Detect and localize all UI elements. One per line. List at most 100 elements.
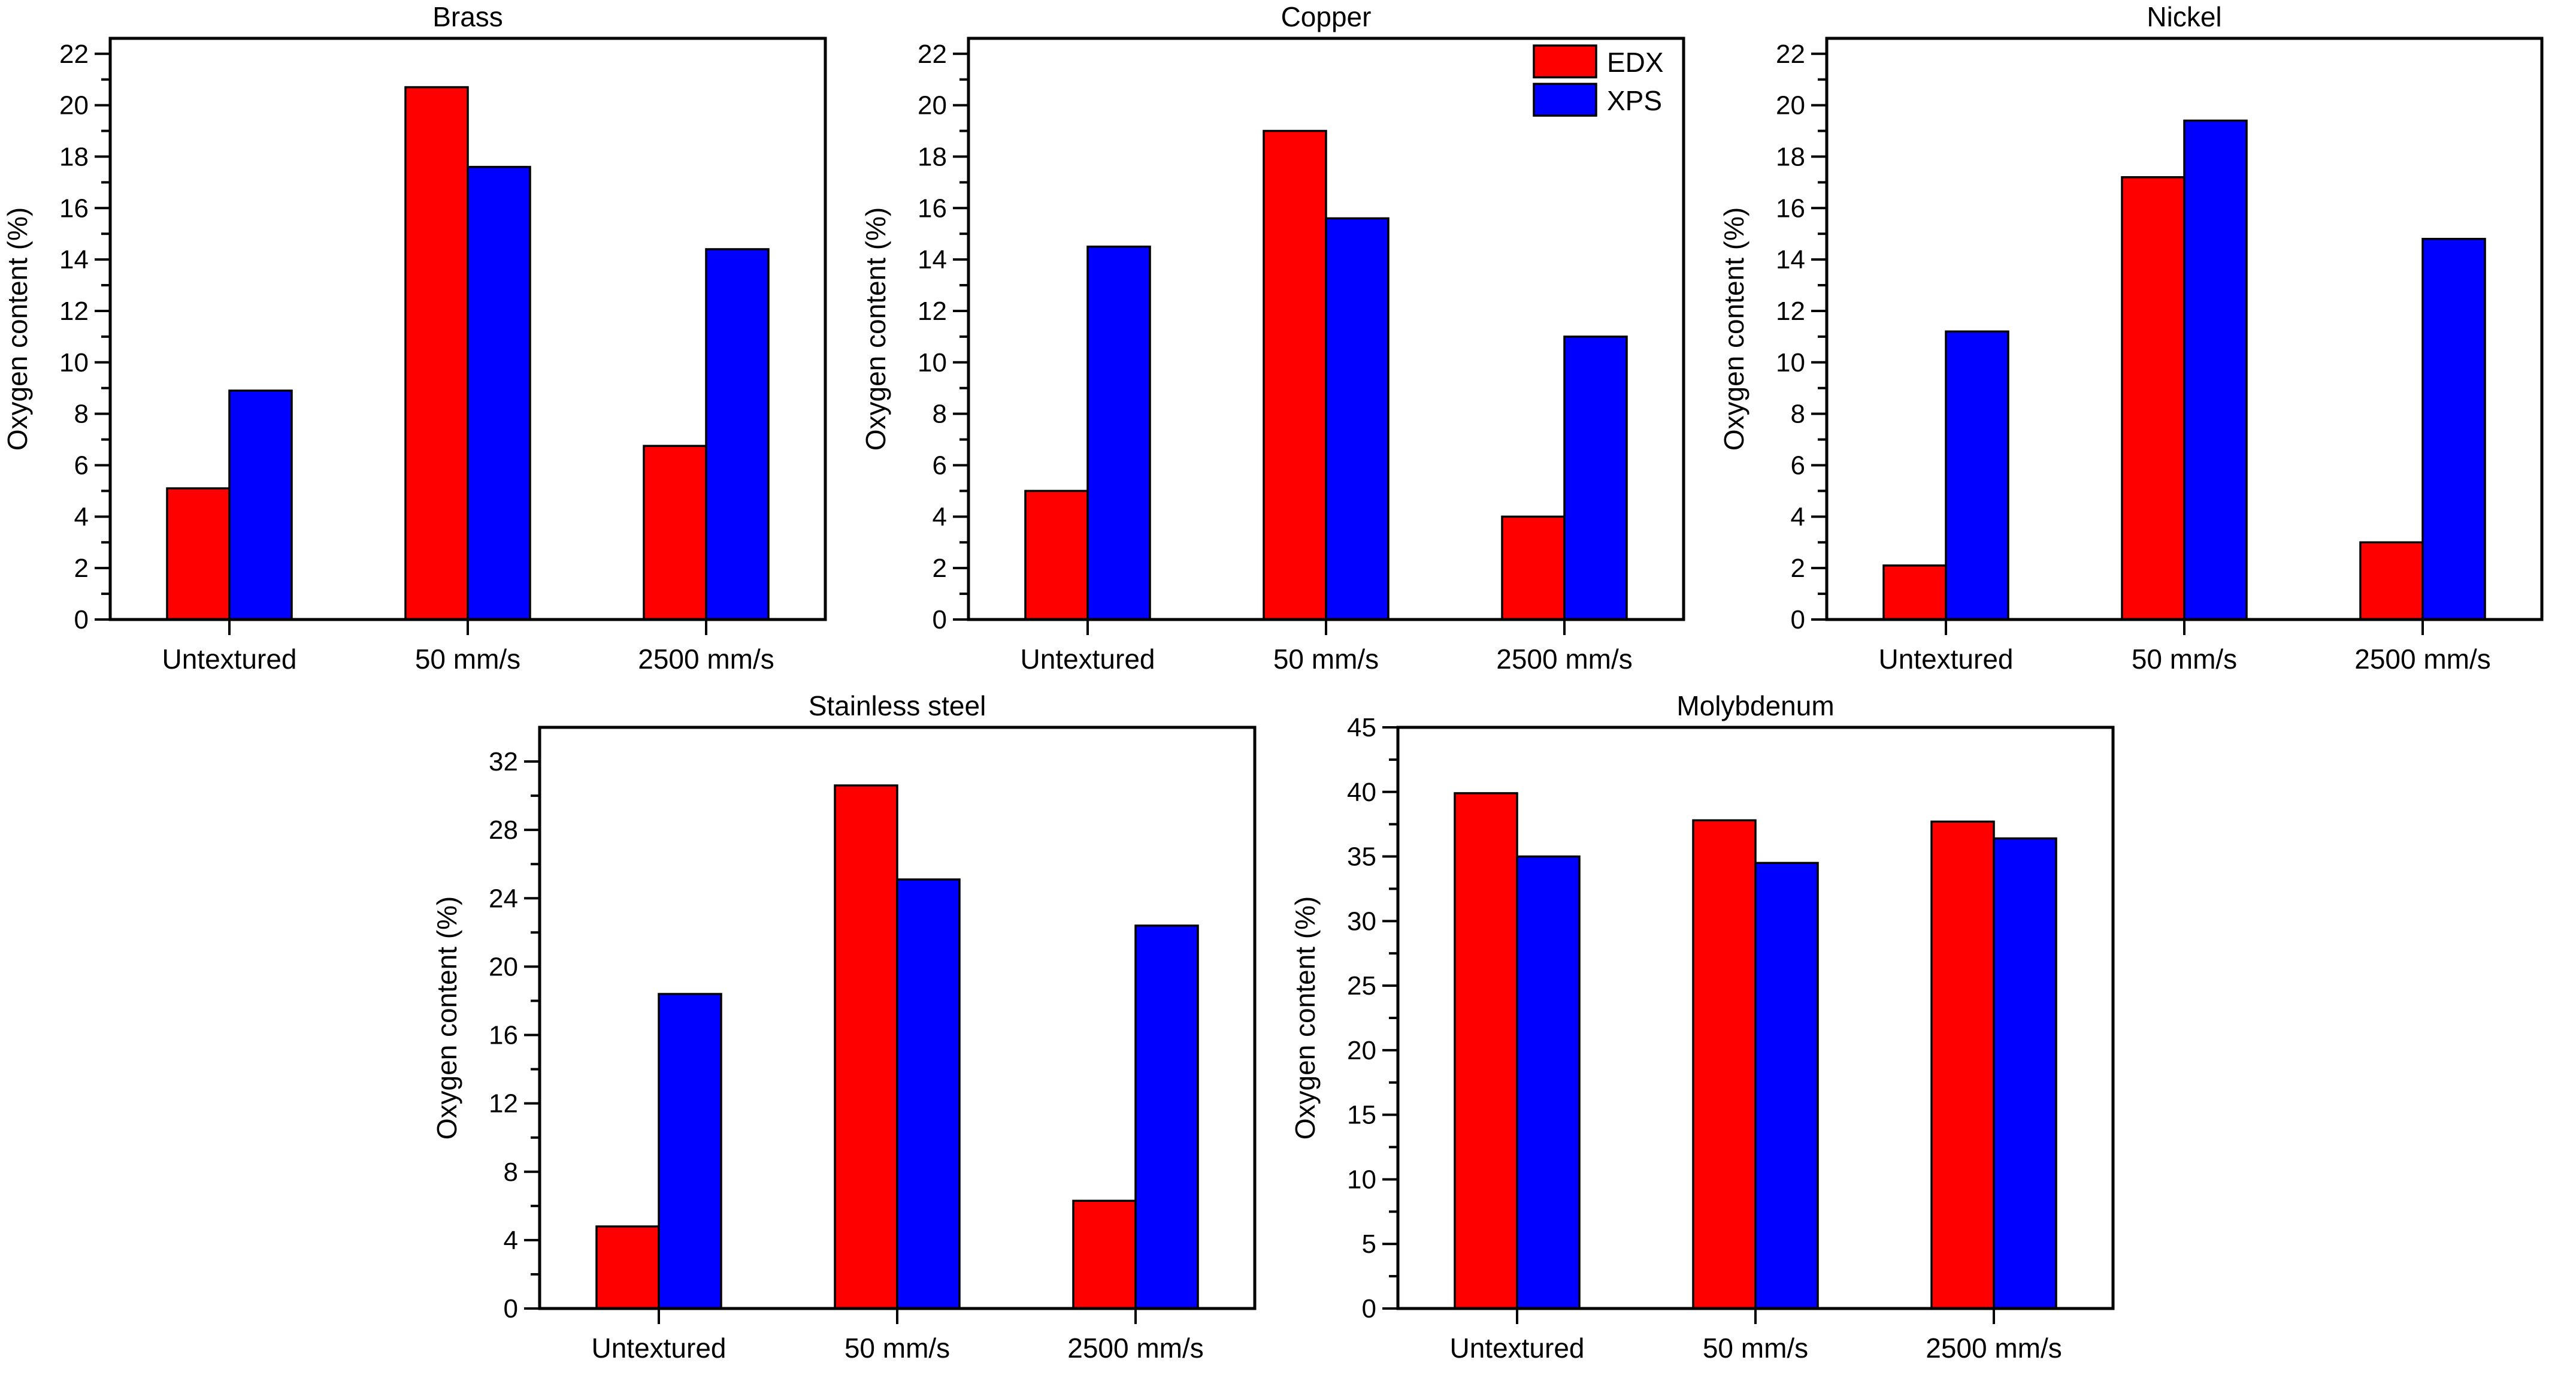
y-axis-tick-label: 32 bbox=[489, 747, 518, 776]
y-axis-tick-label: 10 bbox=[59, 348, 89, 377]
bar-xps-50-mm-s bbox=[1754, 862, 1819, 1310]
y-axis-tick-label: 15 bbox=[1347, 1101, 1376, 1130]
y-axis-label: Oxygen content (%) bbox=[1289, 896, 1321, 1140]
y-axis-tick-label: 10 bbox=[918, 348, 947, 377]
x-axis-category-label: Untextured bbox=[162, 643, 296, 675]
y-axis-tick-label: 12 bbox=[918, 297, 947, 326]
y-axis-tick-label: 14 bbox=[918, 245, 947, 274]
bar-edx-untextured bbox=[1882, 564, 1947, 621]
bar-edx-2500-mm-s bbox=[2359, 541, 2424, 621]
bar-xps-2500-mm-s bbox=[1563, 336, 1628, 621]
y-axis-tick-label: 40 bbox=[1347, 778, 1376, 807]
x-axis-category-label: Untextured bbox=[1878, 643, 2013, 675]
bar-xps-2500-mm-s bbox=[705, 248, 770, 621]
y-axis-tick-label: 5 bbox=[1361, 1229, 1376, 1259]
y-axis-tick-label: 2 bbox=[1791, 554, 1805, 583]
y-axis-tick-label: 22 bbox=[918, 40, 947, 69]
bar-xps-untextured bbox=[228, 389, 293, 621]
bar-xps-50-mm-s bbox=[2183, 119, 2248, 621]
plot-frame bbox=[1825, 37, 2544, 621]
bar-edx-2500-mm-s bbox=[1501, 515, 1566, 621]
chart-row-top: Brass Oxygen content (%) 0 2 4 6 8 10 12 14 16 18 20… bbox=[1, 0, 2575, 689]
chart-cell-copper: Copper Oxygen content (%) 0 2 4 6 8 10 12 14 16 18 2… bbox=[859, 0, 1717, 689]
x-axis-category-label: 2500 mm/s bbox=[1067, 1332, 1204, 1364]
y-axis-tick-label: 16 bbox=[59, 194, 89, 223]
y-axis-tick-label: 12 bbox=[1776, 297, 1805, 326]
y-axis-tick-label: 20 bbox=[918, 91, 947, 120]
bar-edx-50-mm-s bbox=[404, 86, 469, 621]
y-axis-label: Oxygen content (%) bbox=[1718, 207, 1749, 451]
y-axis-tick-label: 12 bbox=[59, 297, 89, 326]
y-axis-tick-label: 14 bbox=[59, 245, 89, 274]
x-axis-category-label: 50 mm/s bbox=[1702, 1332, 1808, 1364]
legend-swatch-edx bbox=[1533, 44, 1597, 78]
chart-title: Molybdenum bbox=[1676, 690, 1834, 721]
y-axis-tick-label: 22 bbox=[59, 40, 89, 69]
chart-title: Stainless steel bbox=[808, 690, 986, 721]
chart-nickel: Nickel Oxygen content (%) 0 2 4 6 8 10 12 14 16 18 2… bbox=[1718, 1, 2544, 675]
y-axis-tick-label: 8 bbox=[503, 1158, 517, 1187]
bar-edx-2500-mm-s bbox=[1071, 1199, 1137, 1310]
bar-edx-50-mm-s bbox=[833, 784, 898, 1310]
y-axis-tick-label: 20 bbox=[59, 91, 89, 120]
legend-label-xps: XPS bbox=[1607, 85, 1662, 116]
y-axis-tick-label: 10 bbox=[1776, 348, 1805, 377]
chart-cell-brass: Brass Oxygen content (%) 0 2 4 6 8 10 12 14 16 18 20… bbox=[1, 0, 859, 689]
y-axis-tick-label: 2 bbox=[74, 554, 89, 583]
y-axis-tick-label: 20 bbox=[1776, 91, 1805, 120]
chart-title: Brass bbox=[432, 1, 503, 32]
chart-cell-nickel: Nickel Oxygen content (%) 0 2 4 6 8 10 12 14 16 18 2… bbox=[1717, 0, 2575, 689]
y-axis-tick-label: 24 bbox=[489, 884, 518, 913]
chart-cell-stainless-steel: Stainless steel Oxygen content (%) 0 4 8 12 16… bbox=[430, 689, 1288, 1378]
bar-edx-untextured bbox=[595, 1225, 660, 1310]
y-axis-tick-label: 4 bbox=[933, 502, 947, 531]
y-axis-tick-label: 18 bbox=[918, 142, 947, 171]
chart-stainless-steel: Stainless steel Oxygen content (%) 0 4 8 12 16… bbox=[431, 690, 1256, 1364]
chart-title: Copper bbox=[1281, 1, 1372, 32]
y-axis-tick-label: 2 bbox=[933, 554, 947, 583]
x-axis-category-label: Untextured bbox=[591, 1332, 726, 1364]
bar-edx-untextured bbox=[1024, 489, 1089, 621]
y-axis-tick-label: 45 bbox=[1347, 713, 1376, 742]
y-axis-tick-label: 8 bbox=[933, 400, 947, 429]
plot-frame bbox=[967, 37, 1685, 621]
bar-xps-untextured bbox=[657, 993, 722, 1310]
plot-frame bbox=[1396, 726, 2114, 1310]
y-axis-tick-label: 0 bbox=[1791, 605, 1805, 634]
y-axis-label: Oxygen content (%) bbox=[2, 207, 33, 451]
chart-molybdenum: Molybdenum Oxygen content (%) 0 5 10 15 20 25 30… bbox=[1289, 690, 2114, 1364]
bar-xps-2500-mm-s bbox=[1134, 924, 1199, 1310]
y-axis-tick-label: 25 bbox=[1347, 971, 1376, 1001]
y-axis-tick-label: 6 bbox=[74, 451, 89, 480]
plot-frame bbox=[538, 726, 1256, 1310]
x-axis-category-label: 2500 mm/s bbox=[2354, 643, 2491, 675]
y-axis-tick-label: 18 bbox=[59, 142, 89, 171]
y-axis-tick-label: 6 bbox=[1791, 451, 1805, 480]
bar-xps-untextured bbox=[1515, 855, 1581, 1310]
x-axis-category-label: 2500 mm/s bbox=[1496, 643, 1633, 675]
bar-edx-2500-mm-s bbox=[643, 445, 707, 621]
bar-edx-2500-mm-s bbox=[1930, 820, 1995, 1310]
bar-xps-untextured bbox=[1945, 330, 2009, 621]
bar-xps-50-mm-s bbox=[467, 165, 531, 621]
bar-edx-untextured bbox=[1453, 792, 1518, 1310]
y-axis-tick-label: 0 bbox=[933, 605, 947, 634]
y-axis-tick-label: 16 bbox=[489, 1021, 518, 1050]
x-axis-category-label: Untextured bbox=[1020, 643, 1155, 675]
chart-title: Nickel bbox=[2147, 1, 2221, 32]
bar-xps-50-mm-s bbox=[895, 878, 961, 1310]
y-axis-tick-label: 16 bbox=[1776, 194, 1805, 223]
x-axis-category-label: Untextured bbox=[1449, 1332, 1584, 1364]
y-axis-tick-label: 4 bbox=[74, 502, 89, 531]
x-axis-category-label: 2500 mm/s bbox=[1926, 1332, 2062, 1364]
chart-copper: Copper Oxygen content (%) 0 2 4 6 8 10 12 14 16 18 2… bbox=[860, 1, 1685, 675]
y-axis-tick-label: 8 bbox=[1791, 400, 1805, 429]
x-axis-category-label: 50 mm/s bbox=[844, 1332, 949, 1364]
bar-edx-50-mm-s bbox=[1691, 819, 1757, 1310]
y-axis-tick-label: 12 bbox=[489, 1089, 518, 1119]
bar-edx-50-mm-s bbox=[1263, 129, 1327, 621]
y-axis-tick-label: 18 bbox=[1776, 142, 1805, 171]
y-axis-tick-label: 28 bbox=[489, 815, 518, 845]
x-axis-category-label: 50 mm/s bbox=[2132, 643, 2237, 675]
